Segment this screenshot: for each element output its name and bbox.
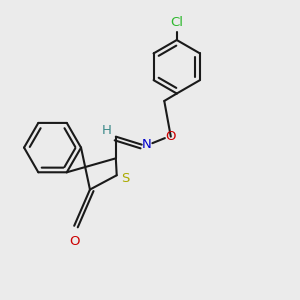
Text: Cl: Cl (170, 16, 183, 29)
Text: N: N (142, 138, 152, 151)
Text: O: O (166, 130, 176, 143)
Text: S: S (121, 172, 129, 185)
Text: H: H (101, 124, 111, 137)
Text: O: O (69, 235, 80, 248)
